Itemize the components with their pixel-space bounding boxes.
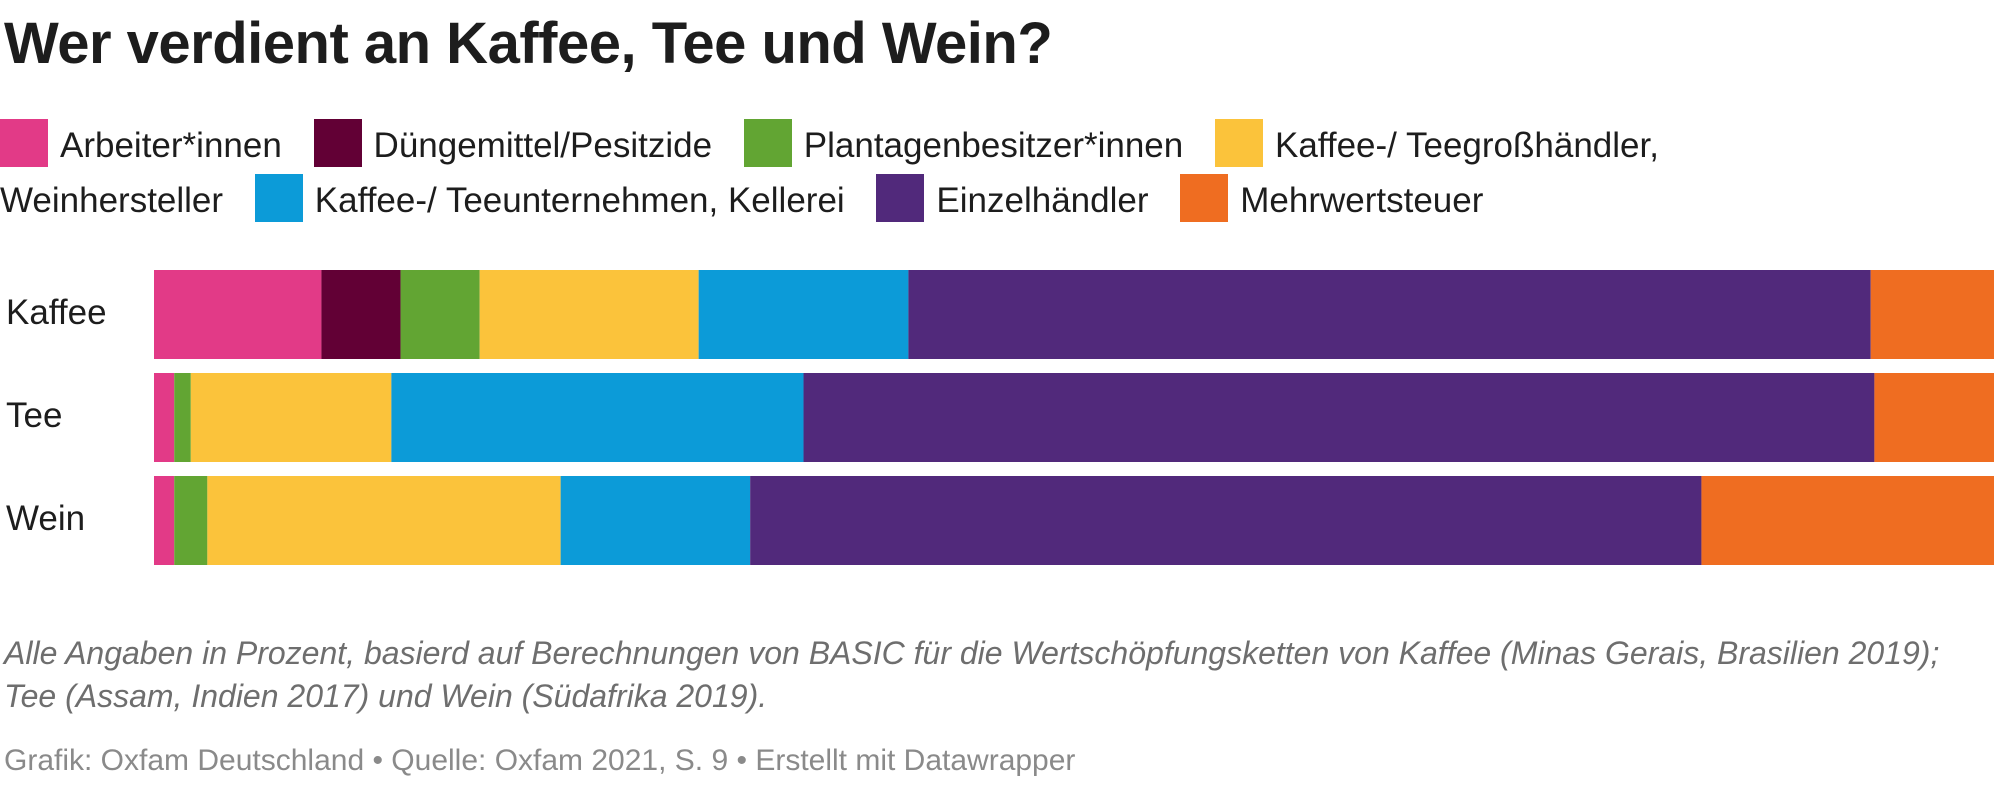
bar-segment: [479, 270, 699, 359]
bar-segment: [174, 373, 191, 462]
bar-segment: [154, 476, 175, 565]
legend-item: Einzelhändler: [876, 174, 1149, 222]
legend-item: Plantagenbesitzer*innen: [743, 119, 1184, 167]
bar-segment: [174, 476, 208, 565]
bar-segment: [803, 373, 1875, 462]
bar-segment: [1874, 373, 1994, 462]
bar-segment: [1701, 476, 1994, 565]
row-label: Kaffee: [6, 292, 107, 332]
chart-notes: Alle Angaben in Prozent, basierd auf Ber…: [4, 635, 1940, 714]
chart-title: Wer verdient an Kaffee, Tee und Wein?: [4, 11, 1053, 76]
legend-item: Kaffee-/ Teeunternehmen, Kellerei: [254, 174, 845, 222]
bar-segment: [698, 270, 909, 359]
bar-segment: [391, 373, 804, 462]
bar-segment: [321, 270, 401, 359]
legend-label: Mehrwertsteuer: [1240, 181, 1484, 220]
bar-segment: [1870, 270, 1994, 359]
row-label: Tee: [6, 395, 63, 435]
bar-segment: [190, 373, 392, 462]
legend-swatch: [1214, 119, 1263, 167]
bar-segment: [560, 476, 751, 565]
legend: Arbeiter*innen Düngemittel/Pesitzide Pla…: [0, 118, 1900, 228]
legend-swatch: [313, 119, 362, 167]
bar-segment: [400, 270, 480, 359]
legend-label: Einzelhändler: [936, 181, 1149, 220]
bar-segment: [908, 270, 1871, 359]
bar-segment: [750, 476, 1702, 565]
bar-segment: [207, 476, 561, 565]
legend-label: Arbeiter*innen: [60, 126, 282, 165]
legend-label: Kaffee-/ Teeunternehmen, Kellerei: [314, 181, 845, 220]
legend-item: Arbeiter*innen: [0, 119, 282, 167]
legend-label: Düngemittel/Pesitzide: [373, 126, 713, 165]
legend-swatch: [743, 119, 792, 167]
legend-swatch: [254, 174, 303, 222]
bar-segment: [154, 373, 175, 462]
legend-swatch: [0, 119, 48, 167]
legend-label: Plantagenbesitzer*innen: [803, 126, 1184, 165]
row-label: Wein: [6, 498, 86, 538]
legend-swatch: [876, 174, 925, 222]
legend-item: Kaffee-/ Teegroßhändler, Weinhersteller: [0, 119, 1659, 220]
chart-credit: Grafik: Oxfam Deutschland • Quelle: Oxfa…: [4, 744, 1076, 777]
legend-item: Mehrwertsteuer: [1180, 174, 1484, 222]
bar-segment: [154, 270, 322, 359]
legend-swatch: [1180, 174, 1229, 222]
legend-label: Kaffee-/ Teegroßhändler, Weinhersteller: [0, 126, 1659, 220]
legend-item: Düngemittel/Pesitzide: [313, 119, 713, 167]
